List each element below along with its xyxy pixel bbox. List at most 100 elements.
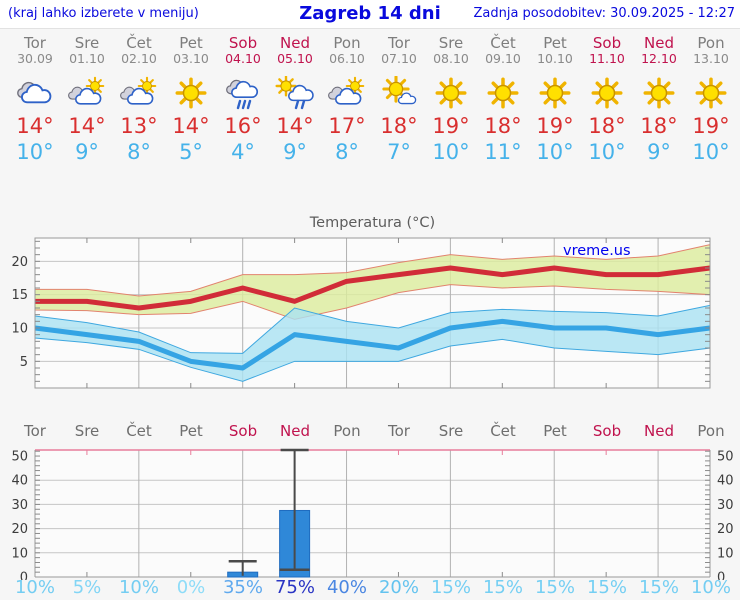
low-temperature: 7°: [387, 140, 411, 164]
low-temperature: 10°: [16, 140, 54, 164]
last-update-timestamp: Zadnja posodobitev: 30.09.2025 - 12:27: [473, 6, 735, 21]
high-temperature: 14°: [276, 114, 314, 138]
precip-day-label: Sob: [228, 422, 258, 440]
partly-sunny-icon: [327, 76, 367, 110]
low-temperature: 10°: [692, 140, 730, 164]
precip-probability: 15%: [586, 577, 627, 598]
day-name: Sob: [228, 34, 258, 52]
day-column[interactable]: Sob 11.10 18° 10°: [581, 30, 633, 170]
day-name: Tor: [388, 34, 410, 52]
y-axis-label-right: 50: [717, 450, 734, 465]
y-axis-label: 20: [11, 255, 28, 270]
high-temperature: 18°: [640, 114, 678, 138]
precip-probability: 35%: [222, 577, 263, 598]
precip-day-label: Čet: [490, 422, 516, 440]
sunny-icon: [171, 76, 211, 110]
temp-line: [35, 265, 711, 311]
precip-day-label: Čet: [126, 422, 152, 440]
day-date: 06.10: [329, 51, 365, 66]
precip-day-label: Tor: [388, 422, 410, 440]
day-column[interactable]: Čet 02.10 13° 8°: [113, 30, 165, 170]
day-column[interactable]: Pet 03.10 14° 5°: [165, 30, 217, 170]
low-temperature: 10°: [588, 140, 626, 164]
day-column[interactable]: Tor 07.10 18° 7°: [373, 30, 425, 170]
day-column[interactable]: Sob 04.10 16° 4°: [217, 30, 269, 170]
precip-day-label: Pet: [543, 422, 567, 440]
precip-day-label: Sre: [74, 422, 100, 440]
y-axis-label-left: 30: [11, 498, 28, 513]
precip-probability: 20%: [378, 577, 419, 598]
sunny-icon: [483, 76, 523, 110]
day-column[interactable]: Pon 13.10 19° 10°: [685, 30, 737, 170]
low-temperature: 10°: [536, 140, 574, 164]
y-axis-label-right: 0: [717, 571, 725, 581]
precip-day-labels-row: Tor Sre Čet Pet Sob Ned Pon Tor Sre Čet Pet Sob Ned P…: [0, 422, 740, 440]
high-temperature: 19°: [536, 114, 574, 138]
day-date: 30.09: [17, 51, 53, 66]
high-temperature: 19°: [692, 114, 730, 138]
precip-probability: 15%: [430, 577, 471, 598]
day-column[interactable]: Čet 09.10 18° 11°: [477, 30, 529, 170]
day-name: Pon: [697, 34, 725, 52]
high-temperature: 14°: [16, 114, 54, 138]
sunny-icon: [431, 76, 471, 110]
low-temperature: 8°: [127, 140, 151, 164]
precip-day-label: Ned: [280, 422, 310, 440]
sunny-icon: [639, 76, 679, 110]
mostly-sunny-icon: [379, 76, 419, 110]
precip-probability: 15%: [638, 577, 679, 598]
precip-day-label: Ned: [644, 422, 674, 440]
precip-probability: 10%: [690, 577, 731, 598]
low-temperature: 4°: [231, 140, 255, 164]
day-date: 03.10: [173, 51, 209, 66]
day-name: Sre: [74, 34, 100, 52]
day-date: 10.10: [537, 51, 573, 66]
high-temperature: 16°: [224, 114, 262, 138]
precip-day-label: Pon: [333, 422, 361, 440]
temp-chart-title: Temperatura (°C): [309, 215, 435, 231]
temperature-chart: 5 10 15 20 Temperatura (°C) vreme.us: [11, 215, 711, 389]
day-date: 07.10: [381, 51, 417, 66]
y-axis-label-right: 20: [717, 522, 734, 537]
day-column[interactable]: Sre 08.10 19° 10°: [425, 30, 477, 170]
high-temperature: 17°: [328, 114, 366, 138]
watermark-link[interactable]: vreme.us: [563, 243, 631, 259]
day-date: 04.10: [225, 51, 261, 66]
precip-probability: 40%: [326, 577, 367, 598]
precipitation-chart: 0 0 10 10 20 20 30 30 40 40 50 50: [11, 448, 734, 581]
low-temperature: 10°: [432, 140, 470, 164]
precip-day-label: Tor: [24, 422, 46, 440]
precip-probability: 0%: [176, 577, 206, 598]
day-date: 05.10: [277, 51, 313, 66]
day-column[interactable]: Ned 12.10 18° 9°: [633, 30, 685, 170]
day-date: 09.10: [485, 51, 521, 66]
low-temperature: 9°: [75, 140, 99, 164]
high-temperature: 18°: [380, 114, 418, 138]
low-temperature: 9°: [647, 140, 671, 164]
sun-rain-icon: [275, 76, 315, 110]
y-axis-label-right: 40: [717, 474, 734, 489]
y-axis-label-left: 0: [20, 571, 28, 581]
day-column[interactable]: Sre 01.10 14° 9°: [61, 30, 113, 170]
y-axis-label-right: 30: [717, 498, 734, 513]
day-column[interactable]: Tor 30.09 14° 10°: [9, 30, 61, 170]
day-date: 08.10: [433, 51, 469, 66]
y-axis-label: 10: [11, 322, 28, 337]
day-name: Pet: [543, 34, 567, 52]
precip-plot-area: [35, 450, 710, 577]
day-column[interactable]: Pon 06.10 17° 8°: [321, 30, 373, 170]
day-column[interactable]: Ned 05.10 14° 9°: [269, 30, 321, 170]
low-temperature: 11°: [484, 140, 522, 164]
y-axis-label: 15: [11, 288, 28, 303]
high-temperature: 18°: [484, 114, 522, 138]
plot-frame: [34, 237, 711, 389]
page-title: Zagreb 14 dni: [299, 3, 441, 24]
day-name: Čet: [126, 34, 152, 52]
high-temperature: 18°: [588, 114, 626, 138]
day-column[interactable]: Pet 10.10 19° 10°: [529, 30, 581, 170]
precip-day-label: Sob: [592, 422, 622, 440]
day-name: Čet: [490, 34, 516, 52]
y-axis-label-left: 20: [11, 522, 28, 537]
day-date: 02.10: [121, 51, 157, 66]
